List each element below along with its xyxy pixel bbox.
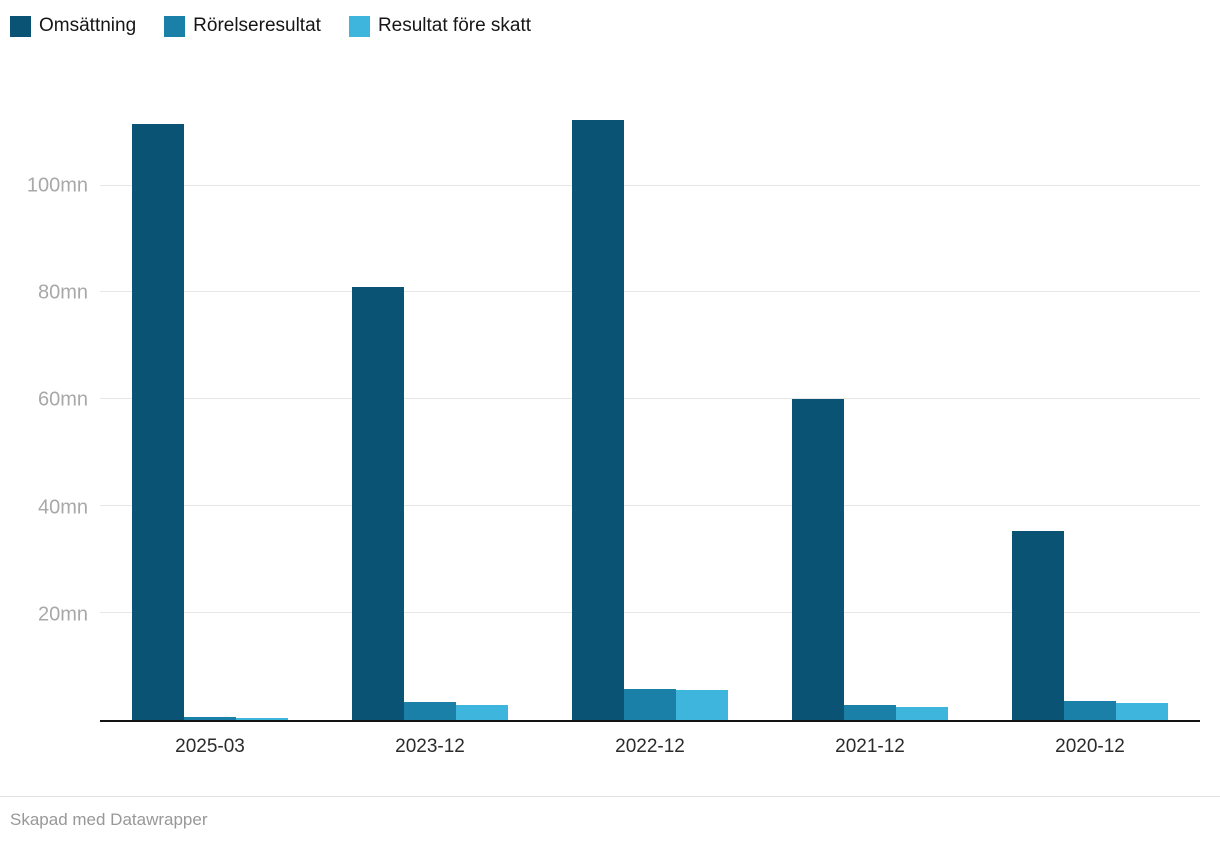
gridline [100,398,1200,400]
x-axis-tick-label: 2025-03 [175,736,245,757]
bar-group [760,100,980,720]
bar [456,704,508,720]
bar-groups [100,100,1200,720]
bar [572,119,624,720]
x-axis-tick-label: 2020-12 [1055,736,1125,757]
bar [404,702,456,720]
bar-group [320,100,540,720]
bar [1064,700,1116,720]
x-axis-tick-label: 2023-12 [395,736,465,757]
legend-item: Omsättning [10,15,136,37]
legend-label: Resultat före skatt [377,15,532,36]
y-axis-tick-label: 40mn [37,496,88,519]
legend-swatch [10,15,31,37]
bar [236,718,288,720]
y-axis-tick-label: 80mn [37,281,88,304]
x-axis-tick-label: 2021-12 [835,736,905,757]
plot-area [100,100,1200,722]
bar [1012,531,1064,720]
footer-credit: Skapad med Datawrapper [10,810,208,829]
legend-swatch [348,15,370,37]
bar-group [100,100,320,720]
legend: Omsättning Rörelseresultat Resultat före s… [10,15,531,37]
bar [1116,702,1168,720]
bar [676,689,728,720]
y-axis: 20mn 40mn 60mn 80mn 100mn [0,100,88,722]
bar [844,704,896,720]
legend-item: Rörelseresultat [164,15,321,37]
legend-label: Omsättning [39,15,137,36]
bar-group [540,100,760,720]
bar [624,689,676,720]
bar [896,706,948,720]
y-axis-tick-label: 60mn [37,388,88,411]
bar [132,124,184,720]
legend-item: Resultat före skatt [348,15,532,37]
gridline [100,291,1200,293]
y-axis-tick-label: 20mn [37,603,88,626]
legend-swatch [164,15,186,37]
bar-group [980,100,1200,720]
gridline [100,612,1200,614]
bar [184,716,236,720]
bar [792,399,844,720]
y-axis-tick-label: 100mn [26,174,88,197]
x-axis-tick-label: 2022-12 [615,736,685,757]
legend-label: Rörelseresultat [193,15,321,36]
gridline [100,184,1200,186]
bar [352,287,404,720]
footer-divider [0,796,1220,797]
x-axis: 2025-03 2023-12 2022-12 2021-12 2020-12 [100,736,1200,758]
gridline [100,505,1200,507]
